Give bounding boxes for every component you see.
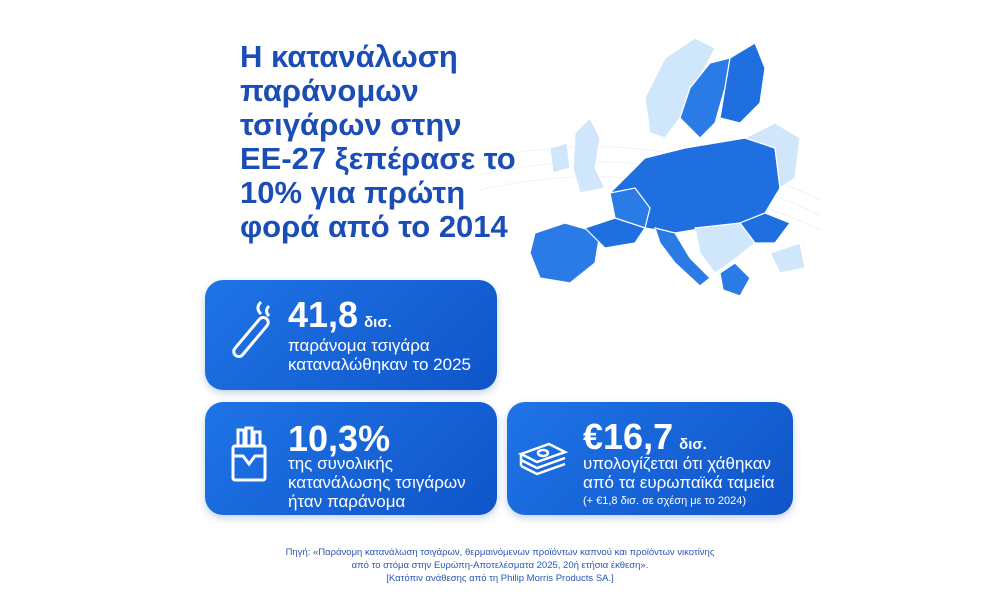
source-line: Πηγή: «Παράνομη κατανάλωση τσιγάρων, θερ… — [0, 546, 1000, 559]
text-line: καταναλώθηκαν το 2025 — [288, 355, 471, 374]
text-line: ήταν παράνομα — [288, 492, 466, 511]
value: 10,3% — [288, 418, 390, 459]
note: (+ €1,8 δισ. σε σχέση με το 2024) — [583, 495, 746, 507]
text-line: από τα ευρωπαϊκά ταμεία — [583, 473, 775, 492]
unit: δισ. — [679, 436, 707, 453]
unit: δισ. — [364, 314, 392, 331]
stat-text: υπολογίζεται ότι χάθηκαναπό τα ευρωπαϊκά… — [583, 454, 775, 492]
stat-card: 10,3% της συνολικήςκατανάλωσης τσιγάρωνή… — [205, 402, 497, 515]
stat-text: της συνολικήςκατανάλωσης τσιγάρωνήταν πα… — [288, 454, 466, 511]
title-line: φορά από το 2014 — [240, 210, 516, 244]
cigarette-icon — [231, 300, 281, 360]
europe-map — [515, 28, 805, 298]
money-icon — [517, 440, 569, 480]
text-line: της συνολικής — [288, 454, 466, 473]
title: Η κατανάλωσηπαράνομωντσιγάρων στηνΕΕ-27 … — [240, 40, 516, 244]
title-line: 10% για πρώτη — [240, 176, 516, 210]
title-line: τσιγάρων στην — [240, 108, 516, 142]
value: €16,7 — [583, 416, 673, 457]
text-line: κατανάλωσης τσιγάρων — [288, 473, 466, 492]
value: 41,8 — [288, 294, 358, 335]
text-line: υπολογίζεται ότι χάθηκαν — [583, 454, 775, 473]
pack-icon — [229, 426, 269, 484]
stat-value: €16,7 δισ. — [583, 416, 707, 458]
title-line: Η κατανάλωση — [240, 40, 516, 74]
source: Πηγή: «Παράνομη κατανάλωση τσιγάρων, θερ… — [0, 546, 1000, 585]
stat-card: 41,8 δισ. παράνομα τσιγάρακαταναλώθηκαν τ… — [205, 280, 497, 390]
infographic: Η κατανάλωσηπαράνομωντσιγάρων στηνΕΕ-27 … — [0, 0, 1000, 600]
stat-value: 41,8 δισ. — [288, 294, 392, 336]
source-line: από το στόμα στην Ευρώπη-Αποτελέσματα 20… — [0, 559, 1000, 572]
stat-card: €16,7 δισ. υπολογίζεται ότι χάθηκαναπό τα… — [507, 402, 793, 515]
source-line: [Κατόπιν ανάθεσης από τη Philip Morris P… — [0, 572, 1000, 585]
stat-text: παράνομα τσιγάρακαταναλώθηκαν το 2025 — [288, 336, 471, 374]
title-line: ΕΕ-27 ξεπέρασε το — [240, 142, 516, 176]
title-line: παράνομων — [240, 74, 516, 108]
text-line: παράνομα τσιγάρα — [288, 336, 471, 355]
